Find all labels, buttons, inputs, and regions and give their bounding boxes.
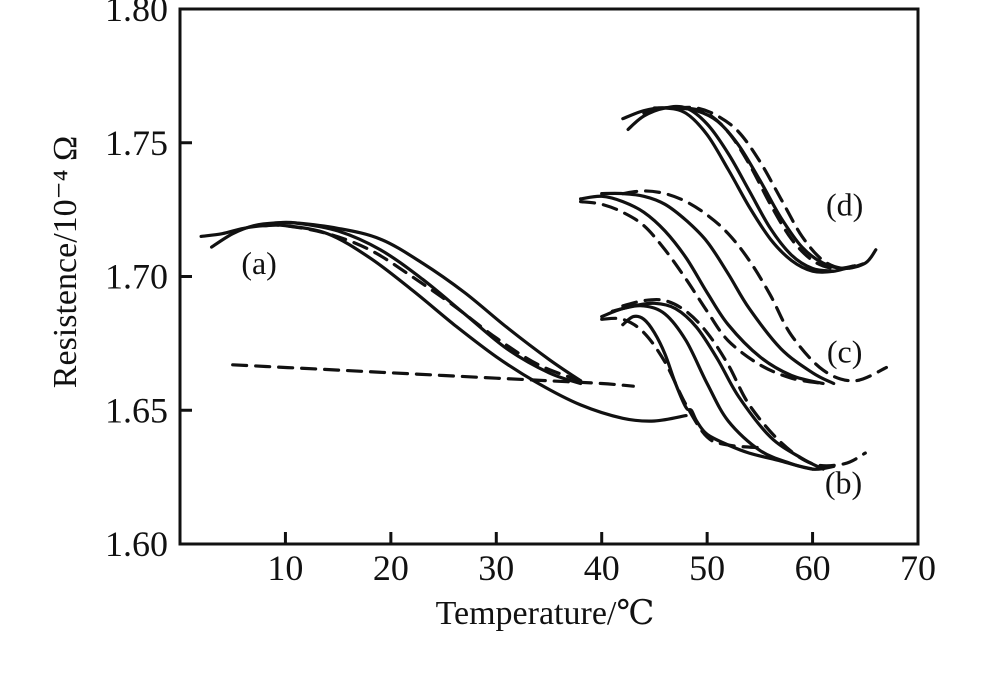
curve-a-dashed-line (231, 363, 635, 388)
x-tick-label: 30 (478, 548, 514, 588)
y-tick-label: 1.75 (105, 123, 168, 163)
y-tick-label: 1.60 (105, 524, 168, 564)
y-axis-title: Resistence/10⁻⁴ Ω (47, 136, 84, 388)
x-tick-label: 10 (267, 548, 303, 588)
curve-c-dashed-line (579, 200, 825, 386)
curve-a-solid-line (210, 220, 583, 386)
x-tick-label: 50 (689, 548, 725, 588)
y-tick-label: 1.70 (105, 257, 168, 297)
x-tick-label: 60 (795, 548, 831, 588)
curve-label-a: (a) (241, 245, 277, 281)
curve-label-b: (b) (825, 464, 862, 500)
curve-b-dashed-line (600, 316, 762, 450)
x-tick-label: 70 (900, 548, 936, 588)
curve-label-c: (c) (827, 333, 863, 369)
curve-b-solid-line (621, 314, 836, 471)
x-tick-label: 40 (584, 548, 620, 588)
curve-b-dashed-line (621, 297, 867, 468)
curve-c-solid-line (579, 194, 825, 386)
curve-label-d: (d) (826, 186, 863, 222)
curve-c-solid-line (600, 191, 836, 386)
curve-labels: (a) (b) (c) (d) (241, 186, 863, 500)
curve-a-dashed-line (262, 223, 583, 383)
curve-d-dashed-line (673, 105, 867, 271)
data-curves (199, 104, 888, 471)
y-tick-labels: 1.60 1.65 1.70 1.75 1.80 (105, 0, 168, 564)
curve-a-solid-line (273, 221, 583, 383)
x-axis-title: Temperature/℃ (436, 595, 655, 632)
curve-d-solid-line (652, 106, 878, 271)
x-tick-labels: 10 20 30 40 50 60 70 (267, 548, 936, 588)
curve-c-dashed-line (621, 189, 888, 383)
axis-ticks (180, 7, 920, 546)
y-tick-label: 1.80 (105, 0, 168, 29)
y-tick-label: 1.65 (105, 390, 168, 430)
plot-frame (178, 7, 920, 546)
x-tick-label: 20 (373, 548, 409, 588)
